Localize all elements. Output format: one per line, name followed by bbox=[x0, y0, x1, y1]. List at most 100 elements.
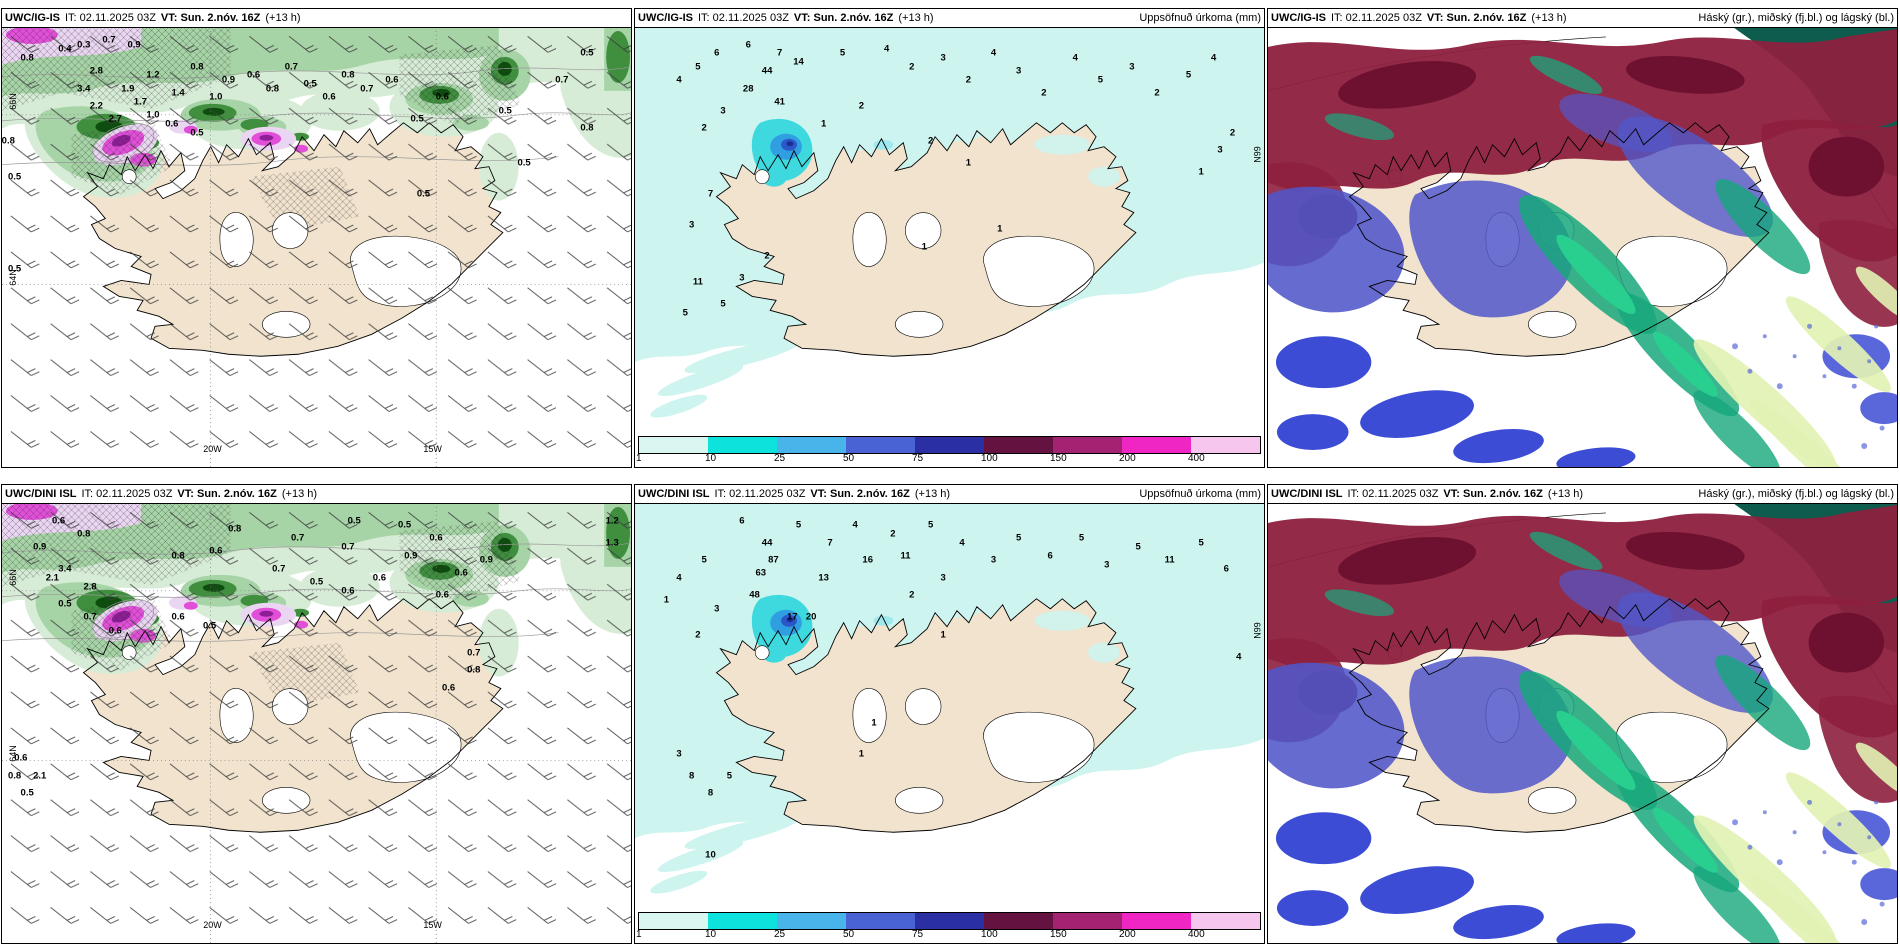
precip-value: 2 bbox=[890, 528, 896, 540]
contour-value: 1.0 bbox=[146, 109, 160, 121]
contour-value: 0.6 bbox=[165, 118, 179, 130]
graticule-label: 66N bbox=[1252, 146, 1263, 163]
colorbar-segment: 150 bbox=[1050, 913, 1122, 940]
precip-value: 16 bbox=[862, 554, 874, 566]
contour-value: 0.7 bbox=[555, 74, 569, 86]
colorbar-tick: 50 bbox=[843, 929, 855, 940]
precip-value: 3 bbox=[990, 554, 997, 566]
panel-header: UWC/DINI ISL IT: 02.11.2025 03Z VT: Sun.… bbox=[2, 485, 631, 504]
graticule-label: 64N bbox=[7, 745, 18, 763]
precip-value: 1 bbox=[821, 118, 827, 130]
model-name: UWC/DINI ISL bbox=[638, 488, 710, 500]
precip-value: 1 bbox=[921, 241, 927, 253]
valid-time: VT: Sun. 2.nóv. 16Z bbox=[793, 12, 894, 24]
colorbar-strip: 1 10 25 50 75 100 150 200 400 bbox=[635, 435, 1264, 467]
contour-value: 1.7 bbox=[133, 96, 147, 108]
contour-value: 0.8 bbox=[580, 122, 594, 134]
contour-value: 0.6 bbox=[171, 611, 185, 623]
model-name: UWC/DINI ISL bbox=[5, 488, 77, 500]
header-left: UWC/DINI ISL IT: 02.11.2025 03Z VT: Sun.… bbox=[5, 488, 317, 500]
contour-value: 0.7 bbox=[272, 563, 286, 575]
panel-header: UWC/DINI ISL IT: 02.11.2025 03Z VT: Sun.… bbox=[1268, 485, 1897, 504]
contour-value: 0.4 bbox=[58, 43, 72, 55]
colorbar-segment: 1 bbox=[636, 913, 708, 940]
panel-dini-wind: UWC/DINI ISL IT: 02.11.2025 03Z VT: Sun.… bbox=[1, 484, 632, 944]
precip-value: 3 bbox=[688, 219, 695, 231]
contour-value: 0.8 bbox=[7, 770, 22, 782]
valid-time: VT: Sun. 2.nóv. 16Z bbox=[810, 488, 910, 500]
precip-value: 1 bbox=[965, 157, 972, 169]
precip-value: 11 bbox=[900, 550, 911, 562]
contour-value: 3.4 bbox=[58, 563, 72, 575]
graticule-label: 15W bbox=[423, 444, 442, 454]
colorbar-tick: 100 bbox=[981, 453, 998, 464]
panel-igis-precip: UWC/IG-IS IT: 02.11.2025 03Z VT: Sun. 2.… bbox=[634, 8, 1265, 468]
precip-value: 2 bbox=[965, 74, 972, 86]
colorbar-segment: 100 bbox=[981, 437, 1053, 464]
valid-time: VT: Sun. 2.nóv. 16Z bbox=[1426, 12, 1527, 24]
colorbar-tick: 400 bbox=[1188, 929, 1205, 940]
graticule-label: 66N bbox=[7, 93, 18, 111]
precip-value: 3 bbox=[1016, 65, 1022, 77]
contour-value: 0.7 bbox=[467, 646, 481, 658]
colorbar-segment: 400 bbox=[1188, 437, 1260, 464]
map-area bbox=[1268, 503, 1897, 943]
precip-value: 1 bbox=[940, 629, 946, 641]
precip-value: 5 bbox=[682, 307, 688, 319]
contour-value: 0.6 bbox=[429, 532, 443, 544]
lead-time: (+13 h) bbox=[265, 12, 301, 24]
precip-value: 20 bbox=[805, 611, 817, 623]
lead-time: (+13 h) bbox=[1547, 488, 1584, 500]
map-area bbox=[1268, 27, 1897, 467]
contour-value: 0.5 bbox=[202, 620, 217, 632]
panel-header: UWC/IG-IS IT: 02.11.2025 03Z VT: Sun. 2.… bbox=[1268, 9, 1897, 28]
wind-precip-map bbox=[2, 503, 631, 943]
graticule-label: 66N bbox=[7, 569, 18, 587]
colorbar-tick: 400 bbox=[1188, 453, 1205, 464]
colorbar-segment: 10 bbox=[705, 913, 777, 940]
contour-value: 0.6 bbox=[372, 572, 386, 584]
precip-value: 8 bbox=[707, 787, 714, 799]
graticule-label: 20W bbox=[203, 920, 222, 930]
precip-value: 4 bbox=[1236, 651, 1242, 663]
colorbar-tick: 75 bbox=[912, 929, 924, 940]
precip-value: 4 bbox=[990, 47, 997, 59]
map-area: 0.8 0.4 0.3 0.7 0.9 2.8 3.4 2.2 1.9 2.7 1.7 1.2 1.4 0… bbox=[2, 27, 631, 467]
precip-value: 7 bbox=[777, 47, 783, 59]
precip-value: 6 bbox=[1047, 550, 1053, 562]
precip-value: 8 bbox=[688, 770, 695, 782]
precip-value: 1 bbox=[858, 748, 865, 760]
precip-value: 5 bbox=[927, 519, 934, 531]
precip-map bbox=[635, 503, 1264, 943]
precip-value: 4 bbox=[883, 43, 890, 55]
contour-value: 1.0 bbox=[209, 91, 223, 103]
colorbar-segment: 25 bbox=[774, 437, 846, 464]
contour-value: 2.8 bbox=[83, 580, 97, 592]
contour-value: 0.9 bbox=[127, 38, 141, 50]
precip-value: 5 bbox=[1097, 74, 1104, 86]
contour-value: 0.5 bbox=[397, 519, 412, 531]
precip-value: 3 bbox=[676, 748, 682, 760]
init-time: IT: 02.11.2025 03Z bbox=[1347, 488, 1439, 500]
precip-value: 41 bbox=[774, 96, 785, 108]
panel-grid: UWC/IG-IS IT: 02.11.2025 03Z VT: Sun. 2.… bbox=[1, 8, 1898, 944]
precip-value: 2 bbox=[909, 589, 915, 601]
colorbar-tick: 1 bbox=[636, 929, 642, 940]
contour-value: 0.6 bbox=[454, 567, 468, 579]
precip-value: 2 bbox=[695, 629, 701, 641]
contour-value: 0.6 bbox=[341, 585, 355, 597]
precip-value: 5 bbox=[726, 770, 732, 782]
precip-value: 5 bbox=[695, 60, 701, 72]
precip-map bbox=[635, 27, 1264, 467]
header-left: UWC/DINI ISL IT: 02.11.2025 03Z VT: Sun.… bbox=[638, 488, 950, 500]
contour-value: 0.7 bbox=[102, 34, 116, 46]
panel-header: UWC/DINI ISL IT: 02.11.2025 03Z VT: Sun.… bbox=[635, 485, 1264, 504]
colorbar-tick: 100 bbox=[981, 929, 998, 940]
colorbar-segment: 150 bbox=[1050, 437, 1122, 464]
contour-value: 0.8 bbox=[171, 550, 185, 562]
colorbar-tick: 200 bbox=[1119, 929, 1136, 940]
colorbar-segment: 200 bbox=[1119, 913, 1191, 940]
contour-value: 0.8 bbox=[467, 664, 481, 676]
precip-value: 3 bbox=[1217, 144, 1223, 156]
init-time: IT: 02.11.2025 03Z bbox=[81, 488, 173, 500]
